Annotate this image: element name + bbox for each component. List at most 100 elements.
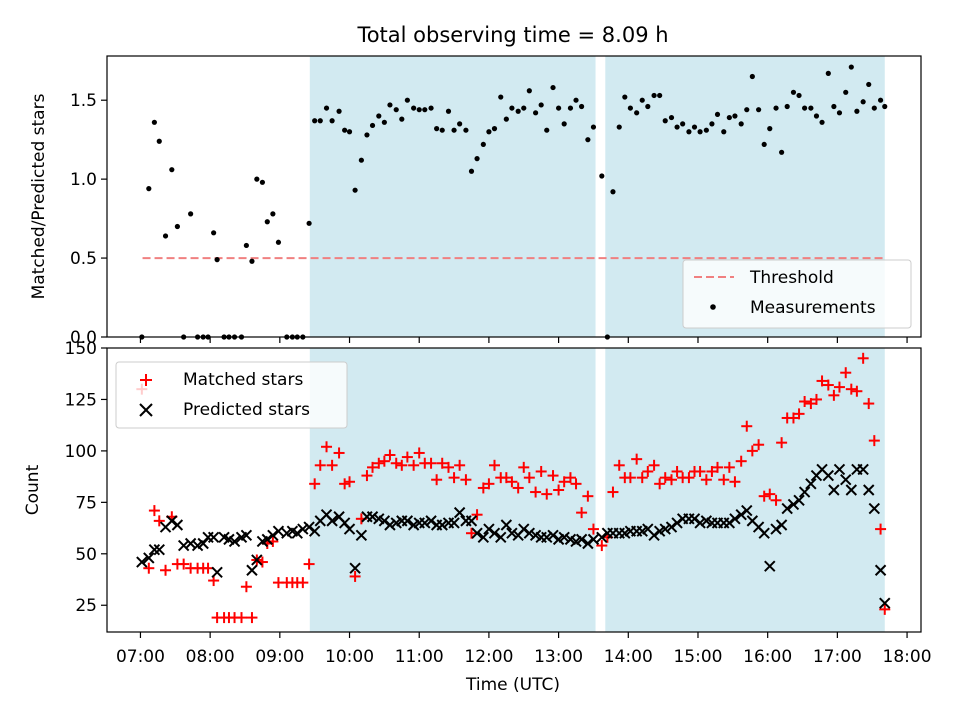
measurement-points xyxy=(139,64,888,340)
count-x-ticks: 07:00 08:00 09:00 10:00 11:00 12:00 13:00 14:00… xyxy=(116,632,932,667)
matched-stars-point xyxy=(367,461,379,473)
measurements-point xyxy=(579,103,585,110)
observing-intervals xyxy=(309,56,885,337)
measurements-point xyxy=(819,119,825,125)
matched-stars-point xyxy=(297,577,309,589)
measurements-point xyxy=(146,186,152,192)
matched-stars-point xyxy=(477,482,489,494)
measurements-point xyxy=(393,107,399,113)
measurements-point xyxy=(342,127,348,133)
measurements-point xyxy=(882,103,888,110)
matched-stars-point xyxy=(654,478,666,490)
matched-stars-point xyxy=(607,486,619,498)
matched-stars-point xyxy=(805,398,817,410)
measurements-point xyxy=(439,127,445,133)
matched-stars-point xyxy=(659,472,671,484)
matched-stars-point xyxy=(822,379,834,391)
matched-stars-point xyxy=(506,476,518,488)
matched-stars-point xyxy=(314,459,326,471)
measurements-point xyxy=(399,116,405,122)
x-tick-label: 10:00 xyxy=(325,647,374,667)
predicted-stars-point xyxy=(857,463,869,476)
matched-stars-point xyxy=(718,474,730,486)
x-tick-label: 18:00 xyxy=(883,647,932,667)
measurements-point xyxy=(761,141,767,148)
measurements-point xyxy=(773,105,779,111)
predicted-stars-point xyxy=(291,527,303,539)
matched-stars-point xyxy=(148,505,160,517)
matched-stars-point xyxy=(758,490,770,502)
y-tick-label: 75 xyxy=(75,493,97,513)
measurements-point xyxy=(275,239,282,245)
measurements-point xyxy=(468,168,475,174)
matched-stars-point xyxy=(408,459,420,471)
matched-stars-point xyxy=(236,612,248,624)
measurements-point xyxy=(674,124,680,130)
measurements-point xyxy=(381,119,387,125)
matched-stars-point xyxy=(851,385,863,397)
measurements-point xyxy=(411,105,417,111)
matched-stars-point xyxy=(448,472,460,484)
matched-stars-point xyxy=(401,451,413,463)
y-tick-label: 150 xyxy=(65,339,97,359)
predicted-stars-point xyxy=(770,523,782,535)
y-tick-label: 0.0 xyxy=(70,328,97,348)
measurements-point xyxy=(336,108,342,114)
matched-stars-point xyxy=(436,457,448,469)
predicted-stars-point xyxy=(723,517,736,529)
count-points xyxy=(136,352,891,624)
x-tick-label: 11:00 xyxy=(395,647,444,667)
measurements-point xyxy=(445,108,452,114)
matched-stars-point xyxy=(160,564,172,576)
matched-stars-point xyxy=(541,488,553,500)
measurements-point xyxy=(848,64,854,70)
measurements-point xyxy=(808,105,814,111)
y-tick-label: 100 xyxy=(65,442,97,462)
matched-stars-point xyxy=(879,603,891,615)
matched-stars-point xyxy=(787,412,799,424)
measurements-point xyxy=(254,176,260,182)
matched-stars-point xyxy=(712,461,723,473)
x-tick-label: 07:00 xyxy=(116,647,165,667)
predicted-stars-point xyxy=(465,515,478,527)
measurements-point xyxy=(503,116,509,122)
ratio-x-ticks xyxy=(139,337,908,343)
observing-interval-2 xyxy=(605,348,885,632)
predicted-stars-point xyxy=(366,511,379,523)
measurements-legend-marker xyxy=(710,304,716,310)
measurements-point xyxy=(784,103,790,110)
matched-stars-point xyxy=(576,507,588,519)
measurements-point xyxy=(346,129,353,135)
predicted-stars-point xyxy=(735,508,747,521)
predicted-stars-point xyxy=(228,535,241,548)
matched-stars-point xyxy=(518,461,530,473)
x-tick-label: 15:00 xyxy=(673,647,722,667)
predicted-stars-point xyxy=(343,523,356,535)
matched-stars-point xyxy=(706,465,718,477)
matched-stars-point xyxy=(700,474,712,486)
x-tick-label: 14:00 xyxy=(604,647,653,667)
predicted-stars-point xyxy=(148,543,161,556)
measurements-point xyxy=(317,118,323,124)
matched-stars-point xyxy=(624,472,636,484)
predicted-stars-point xyxy=(558,531,570,544)
measurements-point xyxy=(627,105,633,111)
predicted-stars-point xyxy=(575,533,588,546)
measurements-point xyxy=(556,105,562,111)
measurements-point xyxy=(550,84,556,91)
measurements-series xyxy=(139,64,888,340)
measurements-point xyxy=(538,102,544,108)
ratio-legend-box xyxy=(682,259,912,329)
predicted-stars-point xyxy=(764,560,776,572)
matched-stars-point xyxy=(512,482,524,494)
matched-stars-point xyxy=(753,439,765,451)
y-tick-label: 50 xyxy=(75,545,97,565)
measurements-point xyxy=(463,127,469,133)
measurements-point xyxy=(474,156,480,162)
y-tick-label: 25 xyxy=(75,596,97,616)
predicted-stars-point xyxy=(308,525,321,537)
measurements-point xyxy=(843,89,849,95)
predicted-stars-point xyxy=(868,502,881,515)
